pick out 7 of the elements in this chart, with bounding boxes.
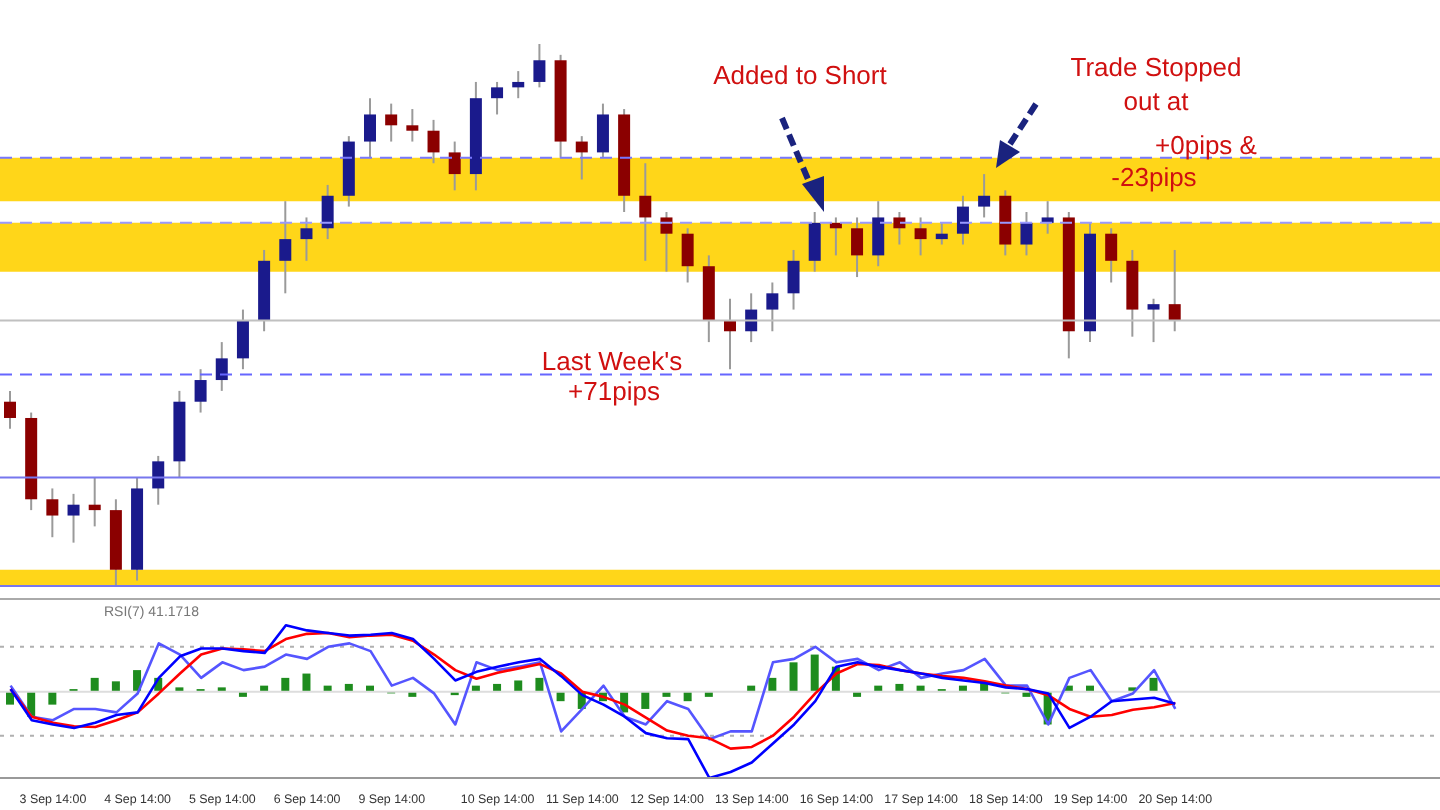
annotation: Trade Stopped bbox=[1070, 52, 1242, 82]
annotation: Added to Short bbox=[713, 60, 888, 90]
annotation: out at bbox=[1123, 86, 1190, 116]
annotation: +0pips & bbox=[1155, 130, 1258, 160]
annotation: +71pips bbox=[568, 376, 661, 406]
annotation: -23pips bbox=[1111, 162, 1198, 192]
annotation: Last Week's bbox=[541, 346, 684, 376]
